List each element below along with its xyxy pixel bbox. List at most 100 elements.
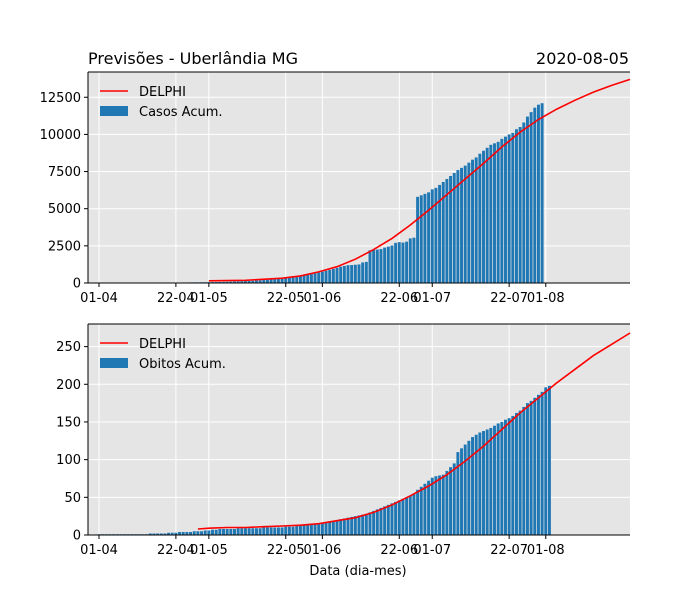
bar (328, 269, 332, 283)
bar (342, 265, 346, 283)
x-tick-label: 22-04 (157, 543, 195, 558)
bar (518, 126, 522, 283)
bar (485, 147, 489, 283)
bar (287, 277, 291, 283)
bar (357, 515, 361, 535)
bar (368, 250, 372, 283)
bar (189, 531, 193, 535)
bar (507, 418, 511, 535)
bar (419, 486, 423, 535)
bar (225, 528, 229, 535)
bar (313, 524, 317, 535)
delphi-line (208, 78, 631, 282)
bar (357, 264, 361, 283)
bar (397, 500, 401, 535)
bar (156, 533, 160, 535)
x-tick-label: 01-08 (527, 543, 565, 558)
x-tick-label: 01-07 (413, 291, 451, 306)
bar (276, 278, 280, 283)
bar (247, 528, 251, 535)
bar (375, 509, 379, 535)
legend: DELPHI Obitos Acum. (100, 337, 226, 372)
bar (196, 531, 200, 535)
bar (236, 281, 240, 283)
y-tick-label: 250 (56, 340, 81, 355)
bar (379, 249, 383, 283)
bar (361, 514, 365, 535)
bar (306, 525, 310, 535)
bar (401, 242, 405, 283)
bar (185, 531, 189, 535)
y-tick-label: 200 (56, 378, 81, 393)
bar (394, 242, 398, 283)
bar (222, 281, 225, 283)
bar (430, 189, 434, 283)
bar (496, 141, 500, 283)
bar (280, 527, 284, 535)
legend: DELPHI Casos Acum. (100, 85, 223, 120)
bar (511, 132, 515, 283)
x-tick-label: 01-04 (80, 543, 118, 558)
bar (474, 157, 478, 283)
bar (383, 247, 387, 283)
bar (456, 452, 460, 535)
bar (167, 532, 171, 535)
bar (306, 274, 310, 283)
y-tick-label: 100 (56, 453, 81, 468)
x-tick-label: 22-05 (267, 291, 305, 306)
bar (412, 237, 416, 283)
bar (529, 400, 533, 535)
bar (287, 526, 291, 535)
bar (309, 524, 313, 535)
bar (254, 280, 258, 283)
bar (302, 275, 306, 283)
bar (482, 150, 485, 283)
plot-area (88, 72, 630, 283)
bar (200, 531, 203, 535)
bar (284, 526, 288, 535)
bar (405, 497, 409, 535)
bar (525, 403, 529, 535)
bar (507, 134, 511, 283)
bar (284, 278, 288, 283)
bar (434, 187, 438, 283)
bar (170, 532, 174, 535)
bar (515, 129, 518, 283)
bar (434, 476, 438, 535)
bar (493, 425, 496, 535)
bar (313, 273, 317, 283)
bar (511, 415, 515, 535)
bar (460, 167, 464, 283)
x-axis-label: Data (dia-mes) (309, 564, 406, 579)
bar (423, 193, 427, 283)
x-tick-label: 22-06 (380, 543, 418, 558)
bar (181, 531, 185, 535)
bar (317, 272, 321, 283)
bar (236, 528, 240, 535)
bar (423, 483, 427, 535)
y-tick-label: 50 (64, 491, 81, 506)
bar (258, 280, 262, 283)
bar (295, 525, 299, 535)
bar (178, 531, 182, 535)
bar (251, 280, 255, 283)
bar (295, 276, 299, 283)
bar (273, 527, 277, 535)
bar (449, 176, 453, 283)
bar (416, 489, 420, 535)
bar (438, 184, 442, 283)
bar (408, 238, 412, 283)
bar (452, 463, 456, 535)
bar (361, 262, 365, 283)
y-tick-label: 2500 (48, 239, 81, 254)
bar (445, 470, 449, 535)
bar (346, 517, 350, 535)
bar (529, 112, 533, 283)
bar (515, 412, 518, 535)
bar (262, 280, 266, 283)
bar (500, 138, 504, 283)
bar (449, 467, 453, 535)
bar (405, 241, 409, 283)
bar (496, 423, 500, 535)
